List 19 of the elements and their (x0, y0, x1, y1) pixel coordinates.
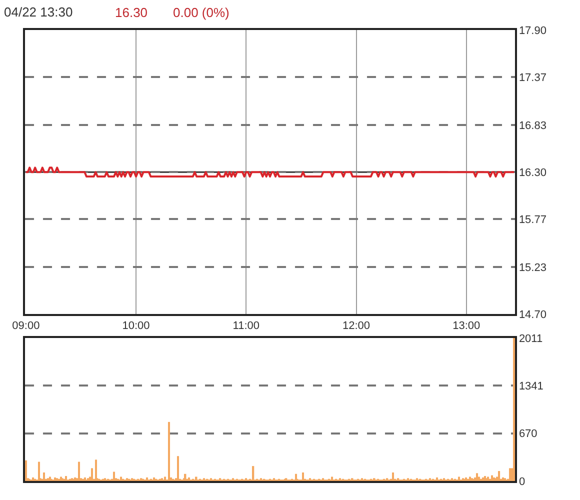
y-tick-label: 16.83 (518, 120, 546, 132)
y-tick-label: 16.30 (518, 166, 546, 179)
text: 0.00 (0%) (173, 5, 230, 20)
x-tick-label: 12:00 (342, 320, 370, 332)
y-tick-label: 670 (518, 428, 538, 440)
x-tick-label: 09:00 (12, 320, 40, 332)
y-tick-label: 17.90 (518, 24, 546, 37)
x-tick-label: 10:00 (122, 320, 150, 332)
y-tick-label: 14.70 (518, 309, 546, 322)
y-tick-label: 0 (518, 476, 526, 488)
y-tick-label: 15.23 (518, 262, 546, 274)
y-tick-label: 15.77 (518, 214, 546, 226)
y-tick-label: 17.37 (518, 72, 546, 84)
x-tick-label: 11:00 (232, 320, 260, 332)
x-tick-label: 13:00 (452, 320, 480, 332)
chart-title: 04/22 13:30 (4, 4, 73, 20)
text: 16.30 (115, 5, 148, 20)
y-tick-label: 2011 (518, 332, 543, 345)
y-tick-label: 1341 (518, 380, 544, 392)
